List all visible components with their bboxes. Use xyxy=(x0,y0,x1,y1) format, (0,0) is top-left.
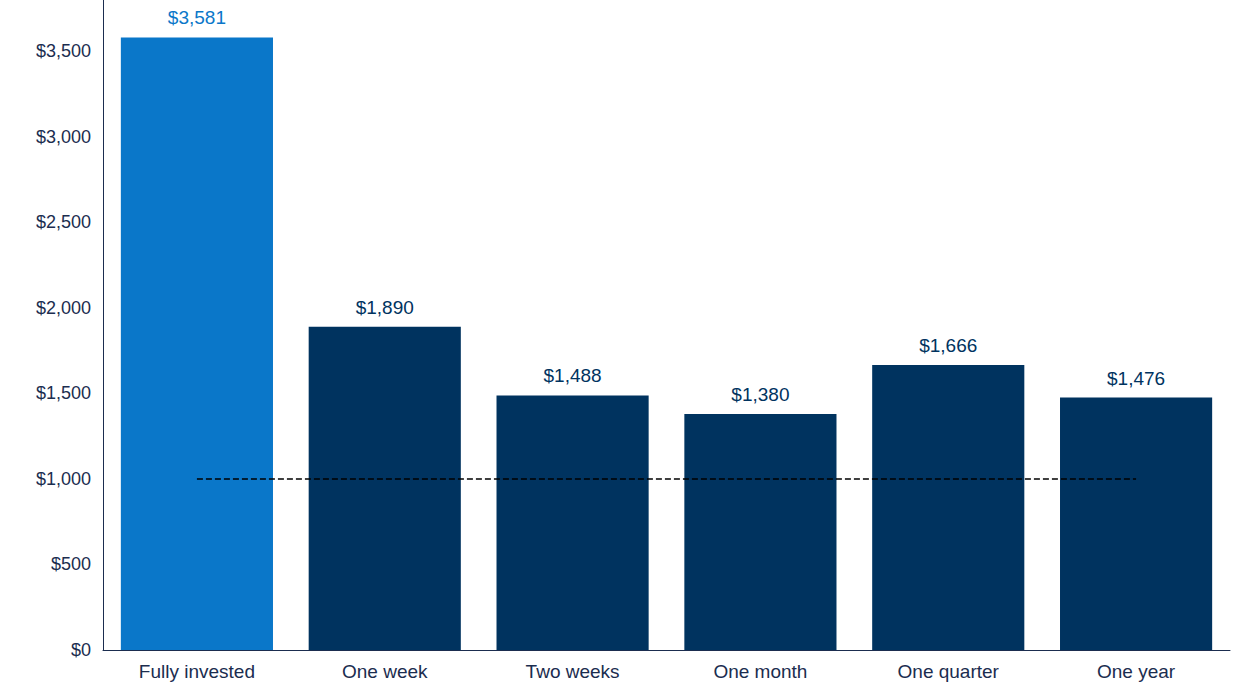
svg-text:$0: $0 xyxy=(71,640,91,660)
svg-text:$1,890: $1,890 xyxy=(356,297,414,318)
svg-text:One quarter: One quarter xyxy=(898,661,1000,682)
svg-text:$500: $500 xyxy=(51,554,91,574)
svg-text:$1,500: $1,500 xyxy=(36,383,91,403)
svg-text:$1,476: $1,476 xyxy=(1107,368,1165,389)
svg-text:One year: One year xyxy=(1097,661,1176,682)
svg-text:$2,000: $2,000 xyxy=(36,298,91,318)
svg-text:One month: One month xyxy=(713,661,807,682)
svg-text:$2,500: $2,500 xyxy=(36,212,91,232)
svg-text:Fully invested: Fully invested xyxy=(139,661,255,682)
svg-text:$3,500: $3,500 xyxy=(36,41,91,61)
svg-text:$3,581: $3,581 xyxy=(168,7,226,28)
svg-text:$1,380: $1,380 xyxy=(731,384,789,405)
svg-text:One week: One week xyxy=(342,661,428,682)
svg-text:$1,666: $1,666 xyxy=(919,335,977,356)
svg-text:Two weeks: Two weeks xyxy=(526,661,620,682)
svg-text:$1,488: $1,488 xyxy=(544,365,602,386)
svg-text:$3,000: $3,000 xyxy=(36,127,91,147)
svg-text:$1,000: $1,000 xyxy=(36,469,91,489)
